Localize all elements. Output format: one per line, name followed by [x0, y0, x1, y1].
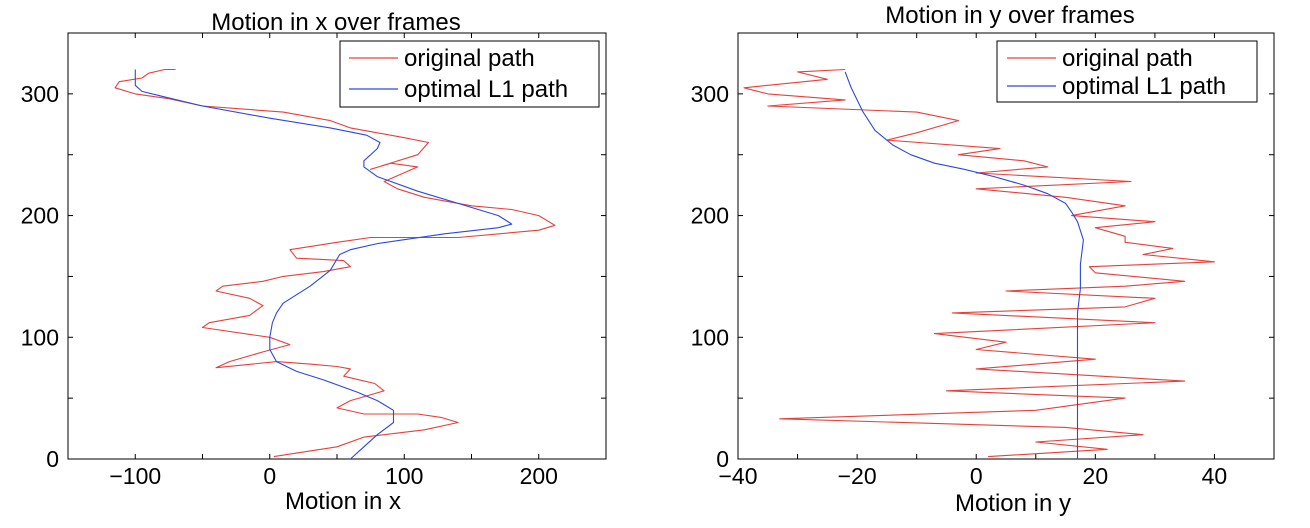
- series-optimal-l1-path: [844, 71, 1084, 459]
- x-tick-label: −40: [718, 463, 757, 489]
- x-tick-labels: −40 −20 0 20 40: [718, 463, 1227, 489]
- x-axis-label: Motion in y: [955, 490, 1071, 517]
- x-tick-labels: −100 0 100 200: [109, 463, 558, 489]
- y-tick-label: 200: [21, 203, 59, 229]
- series-optimal-l1-path: [134, 69, 513, 460]
- legend-label-optimal: optimal L1 path: [1062, 73, 1226, 100]
- y-tick-label: 300: [691, 81, 729, 107]
- ticks: [67, 32, 607, 460]
- x-tick-label: −20: [838, 463, 877, 489]
- axes-frame: [737, 32, 1275, 460]
- x-tick-label: 200: [520, 463, 558, 489]
- series-original-path: [114, 68, 556, 458]
- legend-box: [996, 40, 1258, 103]
- plot-lines: [743, 68, 1215, 459]
- y-tick-label: 100: [21, 324, 59, 350]
- x-tick-label: 0: [970, 463, 983, 489]
- y-tick-label: 100: [691, 324, 729, 350]
- chart-motion-x: Motion in x over frames −100 0 100 200 0 100…: [21, 9, 607, 515]
- legend: original path optimal L1 path: [996, 40, 1258, 103]
- y-tick-label: 0: [46, 446, 59, 472]
- y-tick-labels: 0 100 200 300: [21, 81, 59, 472]
- y-tick-label: 300: [21, 81, 59, 107]
- chart-title: Motion in x over frames: [211, 9, 460, 36]
- legend-label-original: original path: [404, 45, 535, 72]
- chart-motion-y: Motion in y over frames −40 −20 0 20 40 0 100…: [691, 2, 1275, 517]
- y-tick-label: 200: [691, 203, 729, 229]
- ticks: [737, 32, 1275, 460]
- x-tick-label: −100: [109, 463, 161, 489]
- y-tick-label: 0: [716, 446, 729, 472]
- x-tick-label: 20: [1083, 463, 1109, 489]
- legend: original path optimal L1 path: [339, 40, 600, 108]
- x-tick-label: 40: [1202, 463, 1228, 489]
- plot-lines: [114, 68, 556, 460]
- chart-title: Motion in y over frames: [885, 2, 1134, 29]
- x-tick-label: 0: [263, 463, 276, 489]
- x-tick-label: 100: [385, 463, 423, 489]
- series-original-path: [743, 68, 1215, 458]
- x-axis-label: Motion in x: [285, 488, 401, 515]
- legend-label-optimal: optimal L1 path: [404, 76, 568, 103]
- legend-box: [339, 40, 600, 108]
- y-tick-labels: 0 100 200 300: [691, 81, 729, 472]
- legend-label-original: original path: [1062, 45, 1193, 72]
